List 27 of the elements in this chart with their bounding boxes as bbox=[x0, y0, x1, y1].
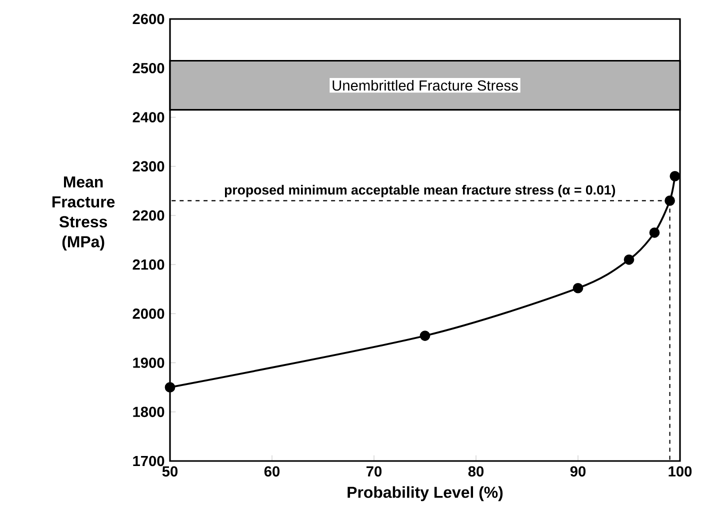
y-tick-label: 1800 bbox=[133, 406, 164, 418]
point bbox=[164, 382, 176, 393]
y-tick-label: 1700 bbox=[133, 456, 164, 466]
y-tick-label: 2100 bbox=[132, 259, 164, 270]
point bbox=[624, 254, 634, 265]
y-tick-label: 1900 bbox=[133, 358, 164, 368]
band-label: Unembrittled Fracture Stress bbox=[332, 80, 518, 91]
x-tick-label: 60 bbox=[264, 466, 280, 477]
y-tick-label: 2200 bbox=[132, 210, 164, 221]
point bbox=[572, 282, 584, 294]
y-tick-label: 2000 bbox=[132, 308, 164, 319]
x-tick-label: 100 bbox=[668, 466, 692, 477]
annotation: proposed minimum acceptable mean fracture stress (α = 0.01) bbox=[224, 184, 616, 198]
point bbox=[664, 196, 675, 206]
x-tick-label: 80 bbox=[468, 466, 484, 477]
y-tick-label: 2400 bbox=[132, 112, 164, 122]
y-tick-label: 2600 bbox=[132, 14, 164, 24]
x-axis-title: Probability Level (%) bbox=[348, 486, 503, 502]
x-tick-label: 90 bbox=[570, 466, 586, 477]
y-axis-title: Mean Fracture Stress (MPa) bbox=[52, 176, 115, 251]
y-tick-label: 2500 bbox=[132, 62, 164, 74]
point bbox=[670, 170, 680, 182]
x-tick-label: 50 bbox=[162, 466, 178, 477]
y-tick-label: 2300 bbox=[132, 161, 164, 172]
point bbox=[649, 227, 660, 238]
x-tick-label: 70 bbox=[366, 466, 382, 477]
point bbox=[420, 330, 430, 341]
